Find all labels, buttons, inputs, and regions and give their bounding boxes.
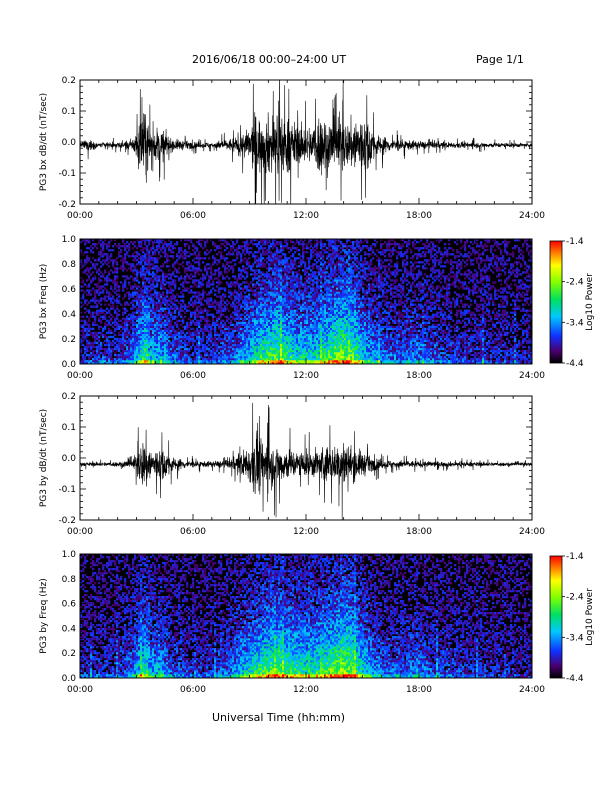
colorbar-tick-label-1: -2.4 (566, 593, 584, 603)
y-tick-label-1: 0.1 (62, 423, 76, 433)
y-tick-label-0: 1.0 (62, 235, 77, 245)
y-tick-label-2: 0.6 (62, 285, 77, 295)
x-tick-label-4: 24:00 (519, 685, 545, 695)
y-axis-label: PG3 by dB/dt (nT/sec) (39, 409, 49, 507)
spectrogram-cells (80, 554, 533, 679)
x-tick-label-0: 00:00 (67, 211, 93, 221)
colorbar-gradient (549, 555, 563, 679)
colorbar-tick-label-3: -4.4 (566, 359, 584, 369)
page-title: 2016/06/18 00:00–24:00 UT (192, 53, 347, 66)
y-tick-label-0: 0.2 (62, 76, 76, 86)
colorbar-label: Log10 Power (585, 588, 595, 646)
y-tick-label-0: 0.2 (62, 392, 76, 402)
colorbar-tick-label-1: -2.4 (566, 278, 584, 288)
x-tick-label-1: 06:00 (180, 211, 206, 221)
panel-3: 00:00 06:00 12:00 18:00 24:00 1.0 0.8 0.6 0.4 0.2… (39, 550, 595, 695)
colorbar-tick-label-0: -1.4 (566, 552, 584, 562)
x-tick-label-0: 00:00 (67, 371, 93, 381)
x-tick-label-3: 18:00 (406, 211, 432, 221)
y-tick-label-3: 0.4 (62, 310, 77, 320)
y-tick-label-1: 0.8 (62, 260, 77, 270)
x-axis-title: Universal Time (hh:mm) (212, 711, 345, 724)
y-tick-label-5: 0.0 (62, 360, 77, 370)
y-tick-label-5: 0.0 (62, 674, 77, 684)
y-tick-label-3: 0.4 (62, 624, 77, 634)
y-tick-label-1: 0.1 (62, 107, 76, 117)
y-tick-label-1: 0.8 (62, 575, 77, 585)
colorbar-tick-label-2: -3.4 (566, 633, 584, 643)
y-axis-label: PG3 bx Freq (Hz) (39, 264, 49, 340)
x-tick-label-2: 12:00 (293, 685, 319, 695)
panel-2: 00:00 06:00 12:00 18:00 24:00 0.2 0.1 0.0 -0.1 -0… (39, 392, 545, 537)
x-tick-label-1: 06:00 (180, 685, 206, 695)
x-tick-label-0: 00:00 (67, 527, 93, 537)
x-tick-label-2: 12:00 (293, 371, 319, 381)
panel-1: 00:00 06:00 12:00 18:00 24:00 1.0 0.8 0.6 0.4 0.2… (39, 235, 595, 381)
y-tick-label-3: -0.1 (58, 485, 76, 495)
y-axis-label: PG3 bx dB/dt (nT/sec) (39, 93, 49, 191)
y-tick-label-4: -0.2 (58, 200, 76, 210)
y-tick-label-4: 0.2 (62, 335, 76, 345)
x-tick-label-2: 12:00 (293, 211, 319, 221)
y-tick-label-2: 0.0 (62, 454, 77, 464)
y-axis-label: PG3 by Freq (Hz) (39, 578, 49, 654)
x-tick-label-3: 18:00 (406, 527, 432, 537)
series-line (80, 80, 532, 204)
x-tick-label-1: 06:00 (180, 371, 206, 381)
y-tick-label-3: -0.1 (58, 169, 76, 179)
y-tick-label-2: 0.0 (62, 138, 77, 148)
x-tick-label-4: 24:00 (519, 211, 545, 221)
x-tick-label-3: 18:00 (406, 371, 432, 381)
x-tick-label-2: 12:00 (293, 527, 319, 537)
y-tick-label-2: 0.6 (62, 600, 77, 610)
x-tick-label-0: 00:00 (67, 685, 93, 695)
series-line (80, 402, 532, 520)
x-tick-label-4: 24:00 (519, 527, 545, 537)
y-tick-label-4: -0.2 (58, 516, 76, 526)
colorbar-label: Log10 Power (585, 273, 595, 331)
colorbar: -1.4 -2.4 -3.4 -4.4 Log10 Power (549, 552, 595, 684)
colorbar-tick-label-2: -3.4 (566, 318, 584, 328)
spectrogram-cells (80, 239, 533, 365)
x-tick-label-1: 06:00 (180, 527, 206, 537)
colorbar-tick-label-3: -4.4 (566, 674, 584, 684)
x-tick-label-4: 24:00 (519, 371, 545, 381)
colorbar: -1.4 -2.4 -3.4 -4.4 Log10 Power (549, 237, 595, 369)
colorbar-tick-label-0: -1.4 (566, 237, 584, 247)
colorbar-gradient (549, 240, 563, 364)
x-tick-label-3: 18:00 (406, 685, 432, 695)
y-tick-label-4: 0.2 (62, 649, 76, 659)
y-tick-label-0: 1.0 (62, 550, 77, 560)
panel-0: 00:00 06:00 12:00 18:00 24:00 0.2 0.1 0.0 -0.1 -0… (39, 76, 545, 221)
page-number: Page 1/1 (476, 53, 524, 66)
